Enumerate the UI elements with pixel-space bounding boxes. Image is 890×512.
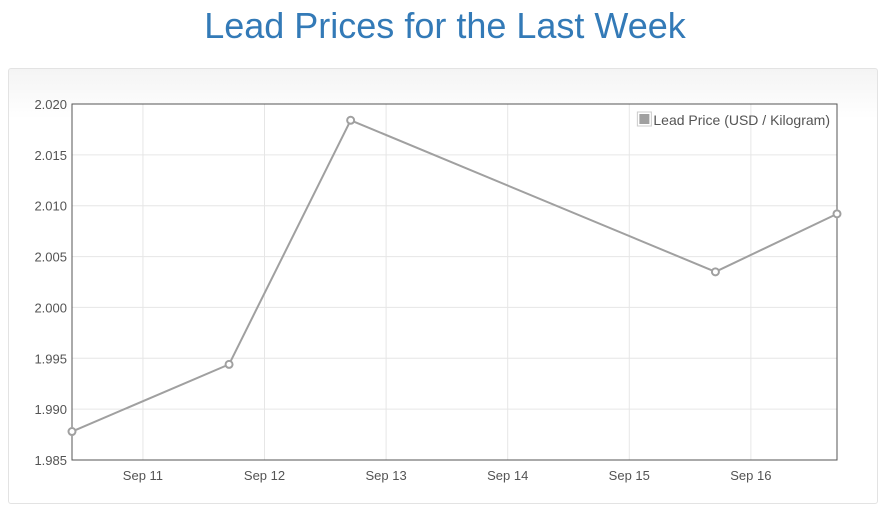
plot-border xyxy=(71,103,838,461)
grid-lines xyxy=(72,104,837,460)
y-tick-label: 2.005 xyxy=(34,250,67,265)
y-tick-label: 2.010 xyxy=(34,199,67,214)
y-tick-label: 1.985 xyxy=(34,453,67,468)
y-tick-label: 1.995 xyxy=(34,351,67,366)
legend-swatch xyxy=(639,114,650,124)
line-chart: 2.020 2.015 2.010 2.005 2.000 1.995 1.990 1.985… xyxy=(34,97,842,483)
x-tick-label: Sep 15 xyxy=(609,468,650,483)
y-tick-label: 1.990 xyxy=(34,402,67,417)
data-point[interactable] xyxy=(710,267,720,277)
y-tick-label: 2.015 xyxy=(34,148,67,163)
x-axis-ticks: Sep 11 Sep 12 Sep 13 Sep 14 Sep 15 Sep 16 xyxy=(123,468,772,483)
data-point[interactable] xyxy=(346,115,356,125)
x-tick-label: Sep 14 xyxy=(487,468,528,483)
legend-label: Lead Price (USD / Kilogram) xyxy=(653,112,830,128)
x-tick-label: Sep 11 xyxy=(123,468,163,483)
y-tick-label: 2.020 xyxy=(34,97,67,112)
page-title: Lead Prices for the Last Week xyxy=(204,5,686,46)
y-tick-label: 2.000 xyxy=(34,300,67,315)
x-tick-label: Sep 12 xyxy=(244,468,285,483)
series-layer xyxy=(67,115,842,437)
data-point[interactable] xyxy=(832,209,842,219)
x-tick-label: Sep 13 xyxy=(366,468,407,483)
data-point[interactable] xyxy=(67,427,77,437)
y-axis-ticks: 2.020 2.015 2.010 2.005 2.000 1.995 1.990 1.985 xyxy=(34,97,67,468)
plot-area xyxy=(72,104,837,460)
data-point[interactable] xyxy=(224,359,234,369)
legend[interactable]: Lead Price (USD / Kilogram) xyxy=(636,111,830,128)
x-tick-label: Sep 16 xyxy=(730,468,771,483)
chart-panel: 2.020 2.015 2.010 2.005 2.000 1.995 1.990 1.985… xyxy=(8,68,878,504)
